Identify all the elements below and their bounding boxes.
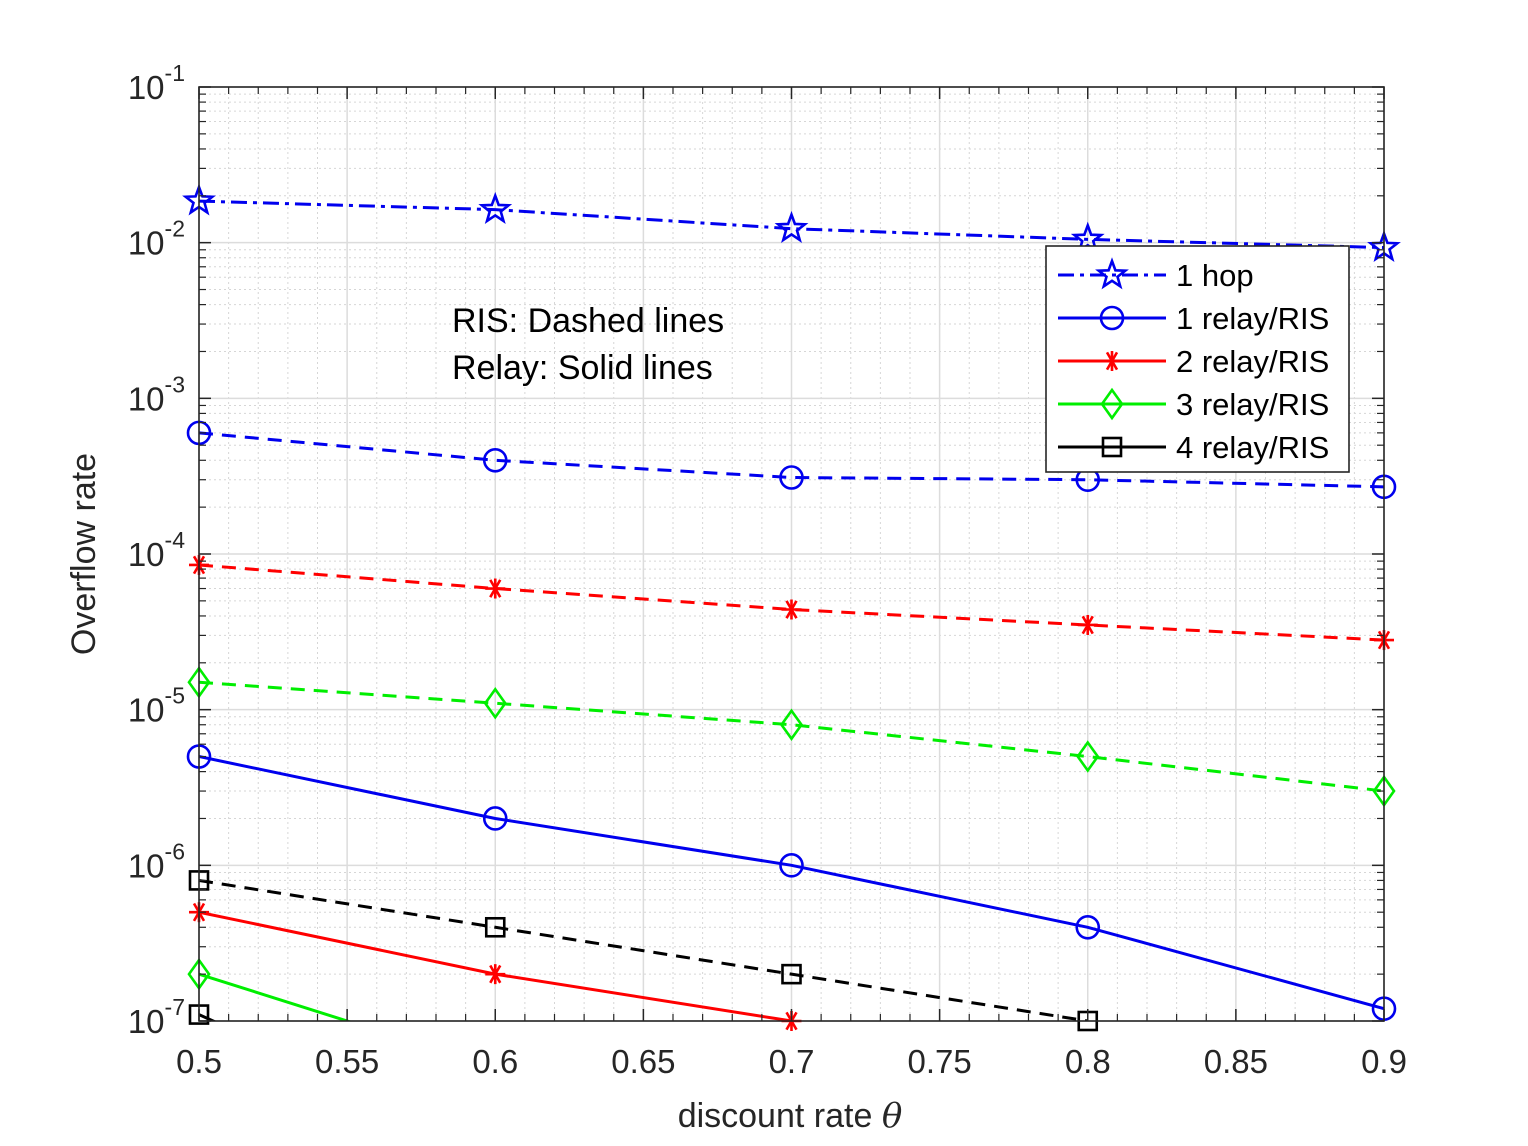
- series-line-3-relay: [199, 972, 353, 1021]
- series-markers: [182, 183, 1401, 1032]
- x-tick-label: 0.75: [908, 1043, 972, 1080]
- legend-box: [1045, 245, 1350, 473]
- point-1-hop: [478, 191, 513, 225]
- y-axis-label: Overflow rate: [65, 453, 103, 655]
- series-line-1-relay: [199, 755, 1384, 1011]
- x-tick-label: 0.85: [1204, 1043, 1268, 1080]
- x-tick-label: 0.5: [176, 1043, 222, 1080]
- legend-marker: [1101, 436, 1123, 458]
- point-2-ris: [781, 599, 802, 620]
- series-line-1-hop: [199, 199, 1384, 250]
- series-line-4-ris: [199, 878, 1088, 1021]
- point-2-relay: [485, 964, 506, 985]
- point-3-ris: [1076, 740, 1100, 773]
- x-tick-label: 0.6: [472, 1043, 518, 1080]
- legend-marker: [1099, 305, 1125, 331]
- legend-marker: [1095, 257, 1129, 290]
- point-4-ris: [781, 963, 802, 985]
- x-tick-label: 0.55: [315, 1043, 379, 1080]
- y-tick-label: 10-2: [128, 216, 185, 262]
- x-tick-label: 0.9: [1361, 1043, 1407, 1080]
- legend-label: 2 relay/RIS: [1176, 344, 1329, 379]
- point-1-hop: [774, 210, 809, 244]
- y-tick-label: 10-6: [128, 838, 185, 884]
- legend: 1 hop 1 relay/RIS 2 relay/RIS 3 relay/RIS 4 …: [1045, 245, 1350, 473]
- legend-label: 3 relay/RIS: [1176, 387, 1329, 422]
- y-tick-label: 10-3: [128, 371, 185, 417]
- y-tick-label: 10-4: [128, 527, 185, 573]
- legend-label: 4 relay/RIS: [1176, 430, 1329, 465]
- point-1-relay: [779, 853, 804, 878]
- y-tick-label: 10-1: [128, 60, 185, 106]
- annotation-relay: Relay: Solid lines: [452, 349, 713, 387]
- point-1-ris: [779, 465, 804, 490]
- point-3-ris: [483, 686, 507, 720]
- legend-label: 1 hop: [1176, 258, 1254, 293]
- legend-label: 1 relay/RIS: [1176, 301, 1329, 336]
- point-4-ris: [484, 916, 506, 938]
- legend-marker: [1100, 387, 1124, 421]
- y-tick-label: 10-5: [128, 683, 185, 729]
- axis-ticks: 0.5 0.55 0.6 0.65 0.7 0.75 0.8 0.85 0.9 10-7 10-6 1…: [128, 60, 1407, 1080]
- series-line-3-ris: [199, 680, 1384, 793]
- annotation-ris: RIS: Dashed lines: [452, 302, 724, 340]
- x-tick-label: 0.8: [1065, 1043, 1111, 1080]
- point-1-relay: [482, 806, 508, 831]
- point-2-ris: [485, 578, 506, 599]
- y-tick-label: 10-7: [128, 994, 185, 1040]
- x-tick-label: 0.7: [769, 1043, 815, 1080]
- series-line-2-ris: [199, 563, 1384, 642]
- series-line-1-ris: [199, 431, 1384, 489]
- x-tick-label: 0.65: [611, 1043, 675, 1080]
- legend-marker: [1102, 351, 1122, 371]
- x-axis-label: discount rate θ: [678, 1096, 903, 1136]
- point-1-relay: [1075, 914, 1101, 940]
- point-3-ris: [779, 708, 804, 741]
- point-1-hop: [1070, 221, 1105, 254]
- point-2-ris: [1077, 614, 1098, 635]
- point-1-ris: [482, 447, 508, 473]
